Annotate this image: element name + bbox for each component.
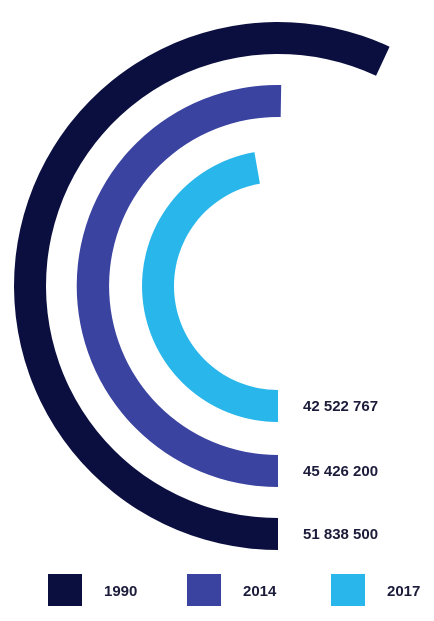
value-labels: 51 838 500 45 426 200 42 522 767 <box>303 398 378 543</box>
value-label-1990: 51 838 500 <box>303 526 378 543</box>
legend-label-1990: 1990 <box>104 583 137 600</box>
legend-swatch-1990 <box>48 574 82 606</box>
legend-label-2017: 2017 <box>387 583 420 600</box>
legend-label-2014: 2014 <box>243 583 277 600</box>
value-label-2014: 45 426 200 <box>303 463 378 480</box>
chart-arcs <box>14 22 390 551</box>
value-label-2017: 42 522 767 <box>303 398 378 415</box>
legend-swatch-2014 <box>187 574 221 606</box>
legend: 1990 2014 2017 <box>48 574 420 606</box>
legend-swatch-2017 <box>331 574 365 606</box>
arc-bar-2017 <box>142 152 278 422</box>
arc-bar-2014 <box>76 85 282 488</box>
